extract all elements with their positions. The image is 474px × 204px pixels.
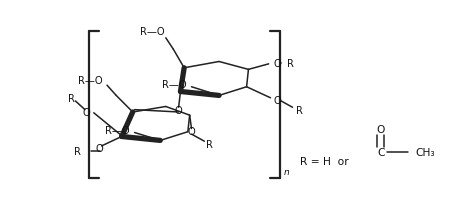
Text: R = H  or: R = H or (300, 156, 348, 166)
Text: O: O (82, 108, 91, 118)
Text: R: R (296, 105, 303, 115)
Text: R: R (206, 140, 213, 150)
Text: O: O (96, 144, 103, 154)
Text: O: O (273, 96, 281, 106)
Text: C: C (377, 147, 384, 157)
Text: R: R (286, 59, 293, 69)
Text: n: n (284, 167, 290, 176)
Text: R—O: R—O (162, 80, 187, 90)
Text: O: O (188, 126, 195, 136)
Text: R: R (74, 147, 81, 157)
Text: R—O: R—O (140, 27, 164, 37)
Text: R: R (68, 93, 75, 103)
Text: O: O (175, 105, 182, 115)
Text: R—O: R—O (105, 125, 130, 135)
Text: R—O: R—O (78, 75, 102, 85)
Text: CH₃: CH₃ (416, 147, 435, 157)
Text: O: O (273, 59, 281, 69)
Text: O: O (376, 125, 385, 135)
